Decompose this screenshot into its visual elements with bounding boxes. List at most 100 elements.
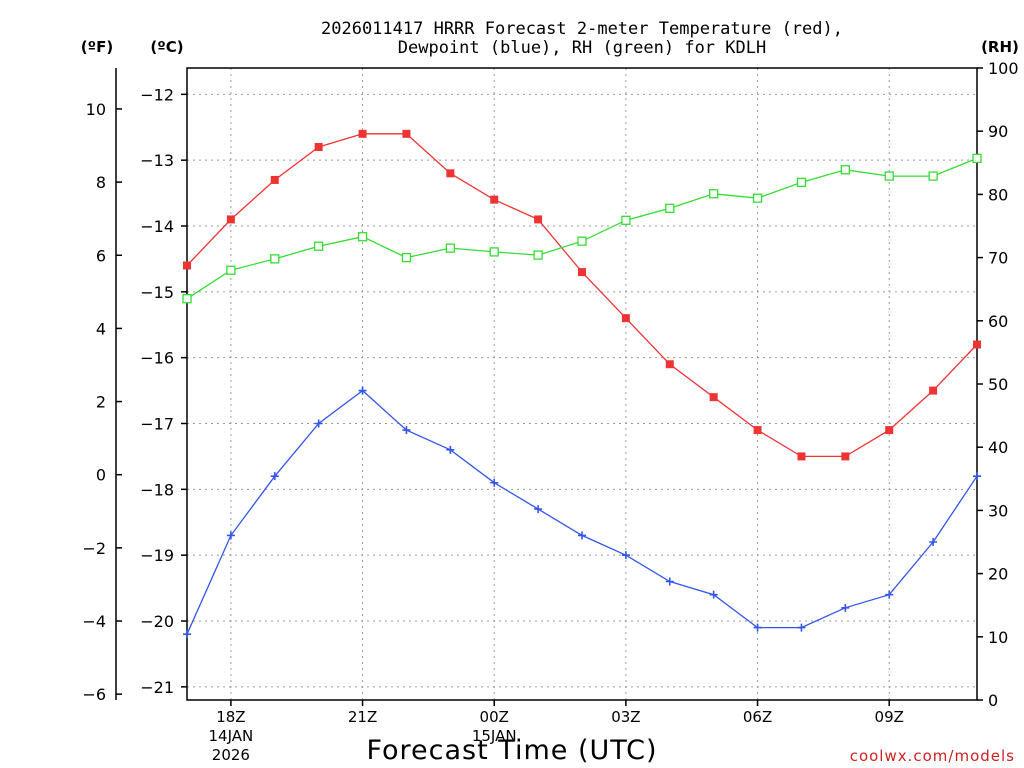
dewpoint-point xyxy=(621,551,630,560)
rh-tick-label: 60 xyxy=(988,312,1008,331)
2-meter-temperature-point xyxy=(270,175,279,184)
chart-title-line1: 2026011417 HRRR Forecast 2-meter Tempera… xyxy=(321,19,843,39)
2-meter-temperature-point xyxy=(841,452,850,461)
tick-labels: 1086420−2−4−6−12−13−14−15−16−17−18−19−20… xyxy=(82,59,1018,764)
year-tick-label: 2026 xyxy=(212,746,250,764)
rh-unit-label: (RH) xyxy=(981,38,1019,56)
rh-tick-label: 100 xyxy=(988,59,1019,78)
gridlines xyxy=(187,68,977,700)
rh-tick-label: 90 xyxy=(988,122,1008,141)
relative-humidity-point xyxy=(533,250,543,260)
relative-humidity-point xyxy=(709,189,719,199)
rh-tick-label: 30 xyxy=(988,501,1008,520)
time-tick-label: 21Z xyxy=(348,708,377,726)
dewpoint-point xyxy=(665,577,674,586)
relative-humidity-point xyxy=(840,165,850,175)
relative-humidity-point xyxy=(226,265,236,275)
time-tick-label: 09Z xyxy=(875,708,904,726)
2-meter-temperature-point xyxy=(885,426,894,435)
rh-tick-label: 80 xyxy=(988,185,1008,204)
2-meter-temperature-point xyxy=(665,360,674,369)
rh-tick-label: 50 xyxy=(988,375,1008,394)
fahrenheit-tick-label: −4 xyxy=(82,612,106,631)
fahrenheit-tick-label: 2 xyxy=(96,393,106,412)
time-tick-label: 03Z xyxy=(611,708,640,726)
x-axis-title: Forecast Time (UTC) xyxy=(366,735,657,766)
time-tick-label: 06Z xyxy=(743,708,772,726)
rh-tick-label: 0 xyxy=(988,691,998,710)
2-meter-temperature-point xyxy=(358,129,367,138)
celsius-tick-label: −21 xyxy=(140,678,174,697)
fahrenheit-tick-label: 0 xyxy=(96,466,106,485)
relative-humidity-line xyxy=(186,157,978,300)
relative-humidity-point xyxy=(270,254,280,264)
2-meter-temperature-series xyxy=(183,129,981,461)
celsius-tick-label: −17 xyxy=(140,415,174,434)
dewpoint-series xyxy=(183,386,981,639)
rh-tick-label: 70 xyxy=(988,249,1008,268)
dewpoint-point xyxy=(490,478,499,487)
dewpoint-point xyxy=(446,445,455,454)
rh-tick-label: 40 xyxy=(988,438,1008,457)
dewpoint-point xyxy=(973,472,981,481)
relative-humidity-point xyxy=(401,252,412,263)
relative-humidity-point xyxy=(928,171,938,181)
date-tick-label: 14JAN xyxy=(209,727,254,745)
celsius-tick-label: −19 xyxy=(140,546,174,565)
2-meter-temperature-point xyxy=(929,386,938,395)
celsius-tick-label: −14 xyxy=(140,217,174,236)
dewpoint-point xyxy=(709,590,718,599)
relative-humidity-point xyxy=(796,177,807,188)
celsius-tick-label: −12 xyxy=(140,85,174,104)
celsius-unit-label: (ºC) xyxy=(150,38,183,56)
fahrenheit-tick-label: 10 xyxy=(86,100,106,119)
celsius-tick-label: −20 xyxy=(140,612,174,631)
celsius-tick-label: −18 xyxy=(140,480,174,499)
2-meter-temperature-point xyxy=(490,195,499,204)
relative-humidity-series xyxy=(182,153,982,304)
dewpoint-line xyxy=(186,389,978,635)
fahrenheit-unit-label: (ºF) xyxy=(81,38,113,56)
2-meter-temperature-point xyxy=(973,340,981,349)
celsius-tick-label: −13 xyxy=(140,151,174,170)
rh-tick-label: 20 xyxy=(988,565,1008,584)
relative-humidity-point xyxy=(314,241,324,251)
2-meter-temperature-point xyxy=(314,143,323,151)
2-meter-temperature-point xyxy=(226,215,235,224)
2-meter-temperature-point xyxy=(578,268,586,277)
2-meter-temperature-line xyxy=(186,133,978,458)
dewpoint-point xyxy=(753,623,762,632)
fahrenheit-tick-label: 8 xyxy=(96,173,106,192)
plot-frame xyxy=(186,67,978,701)
relative-humidity-point xyxy=(884,171,894,181)
relative-humidity-point xyxy=(445,243,455,253)
dewpoint-point xyxy=(797,623,806,632)
source-credit: coolwx.com/models xyxy=(850,747,1015,765)
chart-title-line2: Dewpoint (blue), RH (green) for KDLH xyxy=(398,38,766,58)
dewpoint-point xyxy=(885,590,894,599)
relative-humidity-point xyxy=(182,294,192,304)
2-meter-temperature-point xyxy=(709,393,718,402)
relative-humidity-point xyxy=(357,232,368,242)
fahrenheit-tick-label: 4 xyxy=(96,319,106,338)
dewpoint-point xyxy=(183,630,191,639)
2-meter-temperature-point xyxy=(446,169,455,178)
fahrenheit-tick-label: −2 xyxy=(82,539,106,558)
dewpoint-point xyxy=(314,419,323,428)
relative-humidity-point xyxy=(665,203,675,213)
2-meter-temperature-point xyxy=(402,129,411,138)
axes xyxy=(115,67,983,706)
2-meter-temperature-point xyxy=(621,314,630,323)
fahrenheit-tick-label: 6 xyxy=(96,246,106,265)
dewpoint-point xyxy=(226,531,235,540)
2-meter-temperature-point xyxy=(797,452,806,461)
data-series xyxy=(182,129,982,639)
relative-humidity-point xyxy=(972,153,982,164)
fahrenheit-tick-label: −6 xyxy=(82,685,106,704)
relative-humidity-point xyxy=(489,247,499,257)
time-tick-label: 18Z xyxy=(216,708,245,726)
time-tick-label: 00Z xyxy=(480,708,509,726)
relative-humidity-point xyxy=(752,193,763,203)
dewpoint-point xyxy=(402,426,411,435)
